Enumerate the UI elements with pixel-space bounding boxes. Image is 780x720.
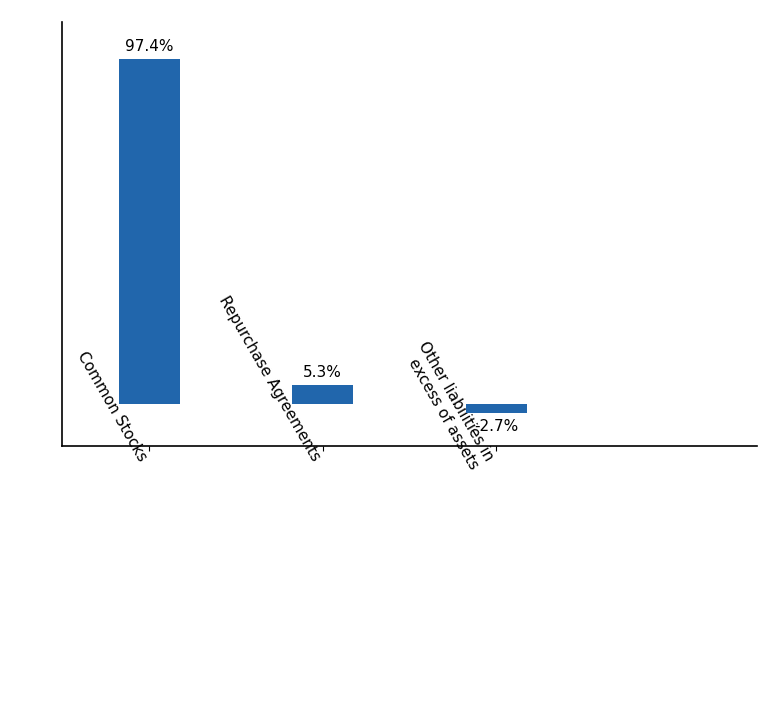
Text: 5.3%: 5.3% [303, 365, 342, 380]
Bar [466, 404, 526, 413]
Text: 97.4%: 97.4% [125, 39, 173, 54]
Bar [292, 385, 353, 404]
Text: -2.7%: -2.7% [474, 419, 519, 433]
Bar [119, 59, 179, 404]
